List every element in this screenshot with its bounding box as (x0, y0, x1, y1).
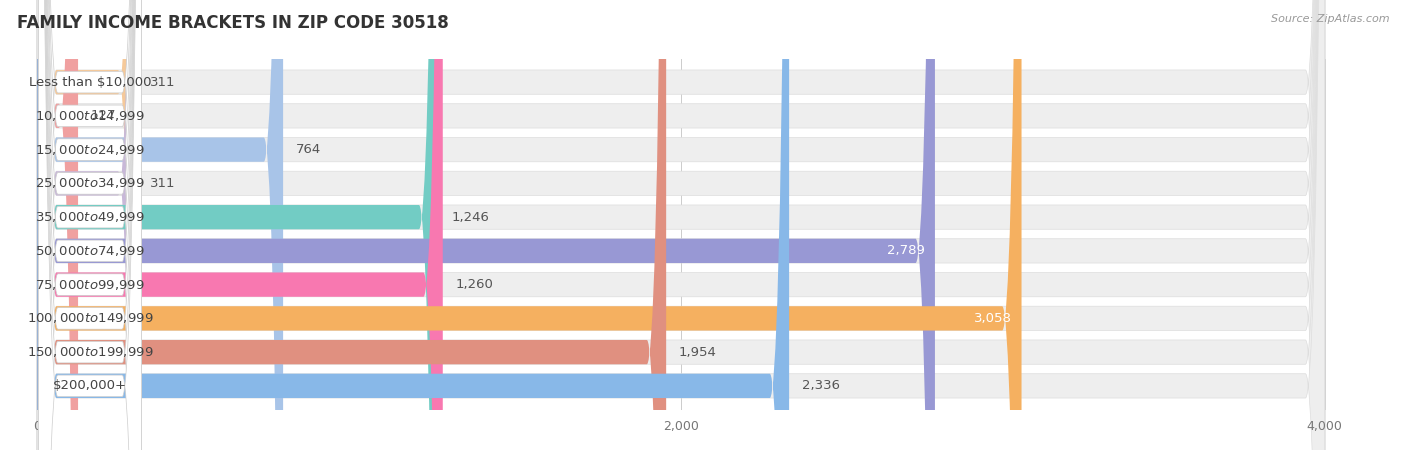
Text: $15,000 to $24,999: $15,000 to $24,999 (35, 143, 145, 157)
FancyBboxPatch shape (37, 0, 138, 450)
Text: $100,000 to $149,999: $100,000 to $149,999 (27, 311, 153, 325)
Text: 1,260: 1,260 (456, 278, 494, 291)
FancyBboxPatch shape (37, 0, 1022, 450)
FancyBboxPatch shape (37, 0, 789, 450)
FancyBboxPatch shape (37, 0, 1324, 450)
Text: $75,000 to $99,999: $75,000 to $99,999 (35, 278, 145, 292)
FancyBboxPatch shape (37, 0, 1324, 450)
FancyBboxPatch shape (37, 0, 666, 450)
FancyBboxPatch shape (37, 0, 1324, 450)
FancyBboxPatch shape (38, 0, 142, 450)
FancyBboxPatch shape (37, 0, 138, 450)
FancyBboxPatch shape (37, 0, 1324, 450)
FancyBboxPatch shape (37, 0, 283, 450)
FancyBboxPatch shape (37, 0, 935, 450)
FancyBboxPatch shape (37, 0, 79, 450)
Text: $50,000 to $74,999: $50,000 to $74,999 (35, 244, 145, 258)
Text: $35,000 to $49,999: $35,000 to $49,999 (35, 210, 145, 224)
FancyBboxPatch shape (37, 0, 1324, 450)
Text: Source: ZipAtlas.com: Source: ZipAtlas.com (1271, 14, 1389, 23)
FancyBboxPatch shape (38, 0, 142, 450)
Text: $200,000+: $200,000+ (53, 379, 127, 392)
FancyBboxPatch shape (38, 0, 142, 450)
Text: 764: 764 (297, 143, 321, 156)
Text: 1,246: 1,246 (451, 211, 489, 224)
Text: $150,000 to $199,999: $150,000 to $199,999 (27, 345, 153, 359)
FancyBboxPatch shape (38, 0, 142, 450)
Text: 311: 311 (150, 177, 176, 190)
FancyBboxPatch shape (37, 0, 1324, 450)
FancyBboxPatch shape (38, 0, 142, 450)
Text: 2,789: 2,789 (887, 244, 925, 257)
Text: Less than $10,000: Less than $10,000 (28, 76, 152, 89)
FancyBboxPatch shape (37, 0, 1324, 450)
FancyBboxPatch shape (37, 0, 1324, 450)
FancyBboxPatch shape (37, 0, 1324, 450)
FancyBboxPatch shape (37, 0, 443, 450)
FancyBboxPatch shape (38, 0, 142, 450)
Text: 3,058: 3,058 (974, 312, 1012, 325)
Text: 127: 127 (91, 109, 117, 122)
FancyBboxPatch shape (38, 0, 142, 450)
FancyBboxPatch shape (37, 0, 439, 450)
Text: $10,000 to $14,999: $10,000 to $14,999 (35, 109, 145, 123)
FancyBboxPatch shape (37, 0, 1324, 450)
Text: 311: 311 (150, 76, 176, 89)
FancyBboxPatch shape (38, 0, 142, 450)
Text: 1,954: 1,954 (679, 346, 717, 359)
Text: FAMILY INCOME BRACKETS IN ZIP CODE 30518: FAMILY INCOME BRACKETS IN ZIP CODE 30518 (17, 14, 449, 32)
FancyBboxPatch shape (38, 0, 142, 450)
FancyBboxPatch shape (38, 0, 142, 450)
Text: $25,000 to $34,999: $25,000 to $34,999 (35, 176, 145, 190)
Text: 2,336: 2,336 (801, 379, 839, 392)
